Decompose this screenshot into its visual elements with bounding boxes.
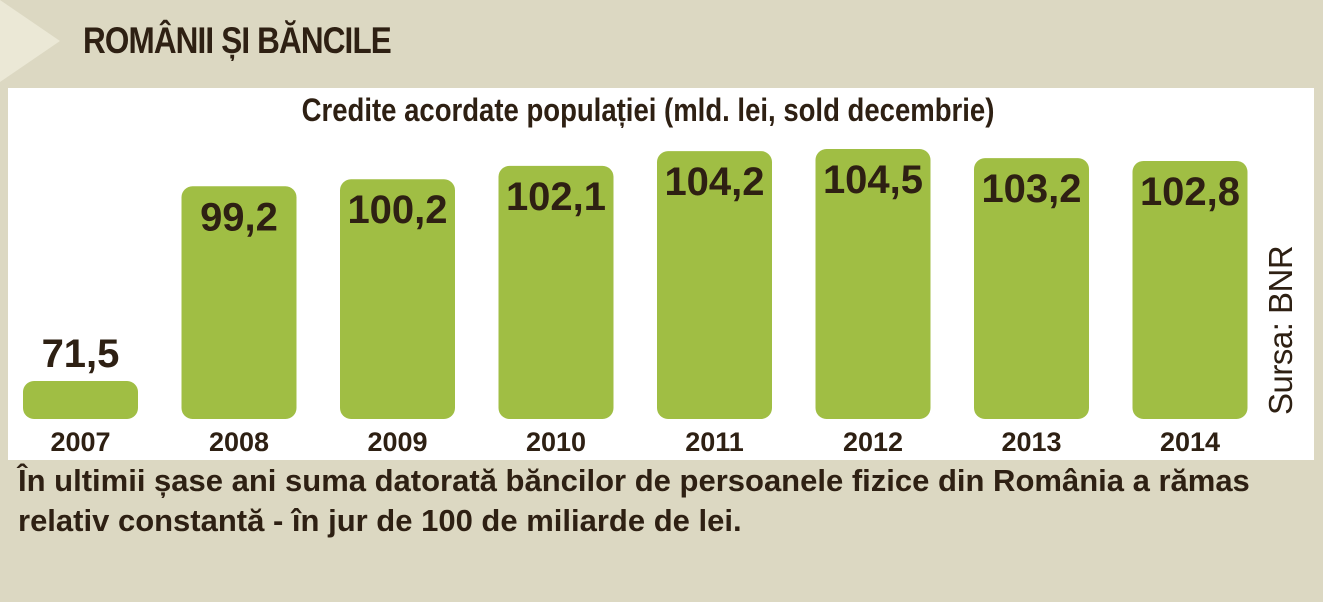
x-tick-label-2013: 2013: [1001, 427, 1061, 457]
bar-value-label-2007: 71,5: [42, 332, 120, 376]
x-tick-label-2009: 2009: [367, 427, 427, 457]
header-band: ROMÂNII ȘI BĂNCILE: [0, 0, 1323, 82]
bar-value-label-2014: 102,8: [1140, 170, 1240, 214]
bar-2008: [181, 186, 297, 419]
bar-value-label-2011: 104,2: [664, 160, 764, 204]
x-tick-label-2008: 2008: [209, 427, 269, 457]
x-tick-label-2014: 2014: [1160, 427, 1220, 457]
header-arrow-shape: [0, 0, 60, 82]
bar-2011: [657, 151, 772, 420]
x-tick-label-2011: 2011: [685, 427, 744, 457]
x-tick-label-2007: 2007: [50, 427, 110, 457]
bar-value-label-2008: 99,2: [200, 195, 278, 239]
x-tick-label-2012: 2012: [843, 427, 903, 457]
bar-value-label-2010: 102,1: [506, 175, 606, 219]
bar-value-label-2012: 104,5: [823, 158, 923, 202]
bar-2013: [974, 158, 1089, 419]
bar-2012: [815, 149, 931, 419]
bar-value-label-2013: 103,2: [981, 167, 1081, 211]
caption-text: În ultimii șase ani suma datorată băncil…: [18, 463, 1250, 538]
bar-2007: [23, 381, 138, 419]
x-tick-label-2010: 2010: [526, 427, 586, 457]
bar-2014: [1132, 160, 1248, 419]
page-title: ROMÂNII ȘI BĂNCILE: [83, 20, 392, 61]
source-label: Sursa: BNR: [1262, 245, 1299, 415]
bar-2010: [498, 165, 614, 419]
chart-title: Credite acordate populației (mld. lei, s…: [301, 92, 995, 128]
bar-value-label-2009: 100,2: [347, 188, 447, 232]
bar-2009: [340, 179, 455, 419]
